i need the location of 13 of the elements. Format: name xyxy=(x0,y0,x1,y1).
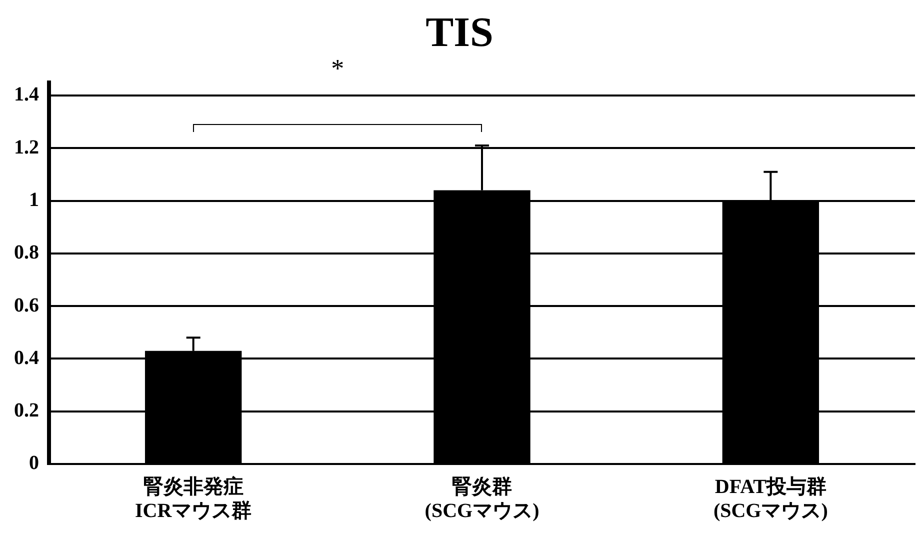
y-tick-label: 0 xyxy=(29,452,39,474)
x-tick-label: DFAT投与群 (SCGマウス) xyxy=(713,476,828,522)
x-tick-label: 腎炎非発症 ICRマウス群 xyxy=(134,475,252,522)
y-tick-label: 0.2 xyxy=(14,400,39,422)
y-tick-label: 1.2 xyxy=(14,136,39,158)
x-tick-label: 腎炎群 (SCGマウス) xyxy=(424,476,540,522)
y-tick-label: 1.4 xyxy=(14,84,39,106)
y-tick-label: 1 xyxy=(29,189,39,211)
annotation: * xyxy=(331,54,344,84)
y-tick-label: 0.4 xyxy=(14,346,39,369)
y-tick-label: 0.6 xyxy=(14,294,39,316)
y-tick-label: 0.8 xyxy=(14,242,39,264)
chart-title: TIS xyxy=(426,10,494,56)
